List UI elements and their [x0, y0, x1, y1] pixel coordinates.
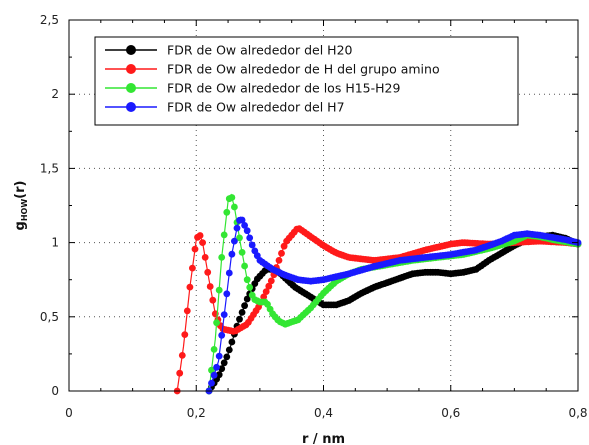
- data-point: [183, 307, 191, 315]
- x-axis-title: r / nm: [302, 432, 345, 445]
- data-point: [223, 290, 231, 298]
- data-point: [228, 338, 236, 346]
- data-point: [208, 379, 215, 387]
- y-tick-label: 1: [51, 236, 59, 250]
- ticks: 0 0,2 0,4 0,6 0,8 0 0,5 1 1,5 2 2,5: [40, 13, 588, 420]
- data-point: [218, 331, 226, 339]
- data-point: [265, 282, 273, 290]
- data-point: [248, 241, 256, 249]
- data-point: [210, 346, 218, 353]
- data-point: [213, 363, 221, 371]
- data-point: [241, 302, 249, 310]
- y-tick-label: 2: [51, 87, 59, 101]
- x-tick-label: 0,2: [187, 406, 206, 420]
- legend-item: FDR de Ow alrededor de H del grupo amino: [105, 62, 440, 77]
- data-point: [231, 203, 238, 211]
- data-point: [236, 234, 243, 242]
- legend-box: [94, 36, 519, 126]
- y-tick-label: 0: [51, 384, 59, 398]
- data-point: [225, 346, 233, 354]
- data-point: [220, 311, 228, 318]
- data-point: [225, 269, 233, 277]
- data-point: [220, 359, 228, 367]
- data-point: [215, 352, 223, 360]
- data-point: [262, 288, 270, 295]
- data-point: [206, 283, 214, 290]
- y-tick-label: 0,5: [40, 310, 59, 324]
- data-point: [243, 295, 251, 303]
- data-point: [209, 296, 217, 304]
- data-point: [238, 249, 246, 256]
- data-point: [218, 254, 226, 261]
- data-point: [220, 231, 228, 239]
- data-point: [243, 227, 251, 235]
- data-point: [191, 245, 199, 253]
- data-point: [278, 249, 285, 257]
- data-point: [280, 242, 288, 250]
- data-point: [243, 276, 251, 284]
- data-point: [246, 234, 254, 242]
- y-axis-title-suffix: (r): [13, 181, 28, 199]
- data-point: [223, 353, 231, 361]
- data-point: [236, 315, 243, 323]
- data-point: [238, 216, 246, 224]
- x-tick-label: 0: [65, 406, 73, 420]
- data-point: [267, 277, 275, 285]
- data-point: [213, 319, 221, 327]
- legend-swatch-marker: [126, 102, 136, 112]
- data-point: [215, 286, 223, 294]
- data-point: [241, 262, 249, 270]
- data-point: [196, 232, 204, 239]
- data-point: [218, 365, 226, 373]
- data-point: [186, 283, 194, 291]
- data-point: [275, 257, 283, 264]
- x-tick-label: 0,8: [568, 406, 587, 420]
- y-axis-title-main: g: [13, 221, 28, 230]
- y-axis-title-sub: HOW: [20, 199, 29, 221]
- data-point: [181, 331, 189, 338]
- legend-swatch-marker: [126, 64, 136, 74]
- data-point: [228, 250, 236, 258]
- legend: FDR de Ow alrededor del H20 FDR de Ow alr…: [94, 36, 519, 126]
- y-tick-label: 2,5: [40, 13, 59, 27]
- y-axis-title: gHOW(r): [13, 181, 29, 231]
- series-layer: [173, 193, 582, 395]
- x-tick-label: 0,4: [314, 406, 333, 420]
- data-point: [246, 284, 254, 291]
- data-point: [210, 371, 218, 379]
- data-point: [201, 254, 209, 261]
- legend-label: FDR de Ow alrededor del H7: [167, 100, 345, 115]
- data-point: [231, 237, 238, 245]
- y-tick-label: 1,5: [40, 161, 59, 175]
- data-point: [238, 309, 246, 316]
- data-point: [204, 268, 212, 276]
- data-point: [241, 222, 249, 229]
- data-point: [260, 293, 268, 301]
- legend-item: FDR de Ow alrededor del H7: [105, 100, 345, 115]
- data-point: [199, 239, 207, 247]
- data-point: [233, 224, 241, 232]
- legend-label: FDR de Ow alrededor del H20: [167, 43, 353, 58]
- data-point: [228, 194, 236, 201]
- legend-label: FDR de Ow alrededor de H del grupo amino: [167, 62, 440, 77]
- legend-swatch-marker: [126, 83, 136, 93]
- data-point: [208, 366, 215, 374]
- grid: [69, 20, 578, 391]
- series-2: [173, 225, 581, 395]
- legend-item: FDR de Ow alrededor de los H15-H29: [105, 81, 400, 96]
- legend-label: FDR de Ow alrededor de los H15-H29: [167, 81, 400, 96]
- legend-swatch-marker: [126, 45, 136, 55]
- data-point: [189, 264, 196, 272]
- data-point: [223, 208, 231, 216]
- legend-item: FDR de Ow alrededor del H20: [105, 43, 353, 58]
- x-tick-label: 0,6: [441, 406, 460, 420]
- data-point: [176, 369, 184, 377]
- data-point: [215, 371, 223, 379]
- data-point: [178, 352, 186, 359]
